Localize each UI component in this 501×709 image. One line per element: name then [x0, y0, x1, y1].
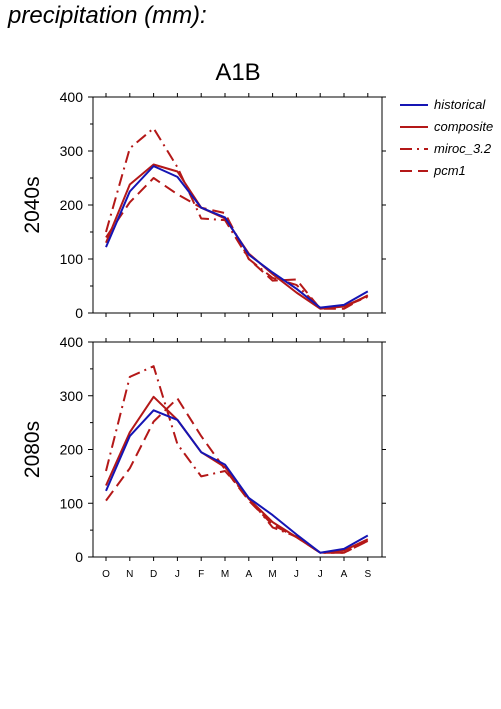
panel-label: 2080s — [21, 421, 44, 478]
panel-2080s: 0 100 200 300 400 O N D J F M A M J J A S 2080s — [21, 334, 386, 580]
y-tick-label: 100 — [60, 495, 84, 511]
legend-item-composite: composite — [400, 119, 493, 134]
scenario-title: A1B — [215, 59, 260, 86]
series-line-miroc-3-2 — [105, 365, 369, 554]
chart-panels: 0 100 200 300 400 2040s 0 100 200 300 400 O N D J F M A M J… — [21, 89, 386, 580]
legend-label: miroc_3.2 — [434, 141, 492, 156]
panel-2040s: 0 100 200 300 400 2040s — [21, 89, 386, 321]
y-tick-label: 300 — [60, 388, 84, 404]
legend-label: composite — [434, 119, 493, 134]
y-tick-label: 300 — [60, 143, 84, 159]
x-tick-label: J — [294, 569, 299, 580]
x-tick-label: O — [102, 569, 110, 580]
y-tick-label: 100 — [60, 251, 84, 267]
x-tick-label: M — [268, 569, 276, 580]
legend-item-miroc: miroc_3.2 — [400, 141, 492, 156]
x-tick-label: N — [126, 569, 133, 580]
y-tick-label: 400 — [60, 89, 84, 105]
plot-frame — [92, 96, 383, 314]
y-tick-label: 200 — [60, 442, 84, 458]
series-line-historical — [105, 165, 369, 309]
x-tick-label: A — [245, 569, 252, 580]
legend-label: pcm1 — [433, 163, 466, 178]
x-tick-label: J — [175, 569, 180, 580]
page-title: precipitation (mm): — [8, 2, 207, 29]
y-tick-label: 0 — [75, 305, 83, 321]
y-tick-label: 200 — [60, 197, 84, 213]
x-tick-label: F — [198, 569, 204, 580]
y-tick-label: 0 — [75, 549, 83, 565]
panel-label: 2040s — [21, 176, 44, 233]
legend-item-historical: historical — [400, 97, 486, 112]
series-line-pcm1 — [105, 177, 369, 310]
legend: historical composite miroc_3.2 pcm1 — [400, 97, 493, 178]
x-tick-label: S — [364, 569, 371, 580]
x-tick-label: D — [150, 569, 157, 580]
series-line-pcm1 — [105, 397, 369, 554]
x-tick-label: J — [318, 569, 323, 580]
x-tick-label: M — [221, 569, 229, 580]
series-line-historical — [105, 409, 369, 554]
y-tick-label: 400 — [60, 334, 84, 350]
series-line-miroc-3-2 — [105, 127, 369, 309]
x-tick-label: A — [341, 569, 348, 580]
legend-label: historical — [434, 97, 486, 112]
legend-item-pcm1: pcm1 — [400, 163, 466, 178]
